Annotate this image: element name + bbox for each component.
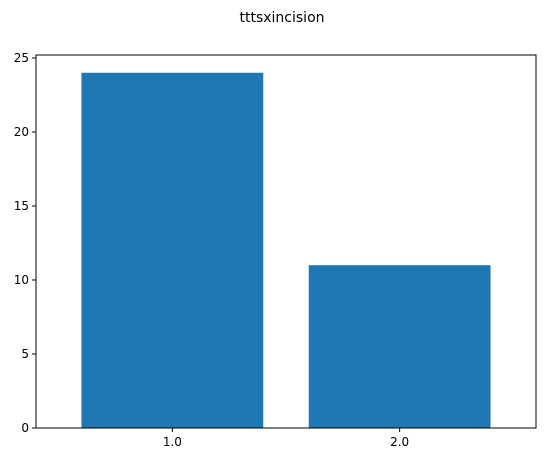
y-tick-label: 0	[21, 421, 29, 435]
y-tick-label: 25	[14, 51, 29, 65]
chart-title: tttsxincision	[239, 10, 324, 26]
y-tick-label: 20	[14, 125, 29, 139]
bar-1.0	[81, 72, 264, 428]
y-tick-label: 10	[14, 273, 29, 287]
x-tick-label: 1.0	[163, 435, 182, 449]
bar-2.0	[308, 265, 491, 428]
y-tick-label: 15	[14, 199, 29, 213]
axes-frame	[35, 54, 537, 429]
plot-area: 1.0 2.0 0 5 10 15 20 25	[14, 51, 537, 449]
x-tick-label: 2.0	[390, 435, 409, 449]
y-tick-label: 5	[21, 347, 29, 361]
